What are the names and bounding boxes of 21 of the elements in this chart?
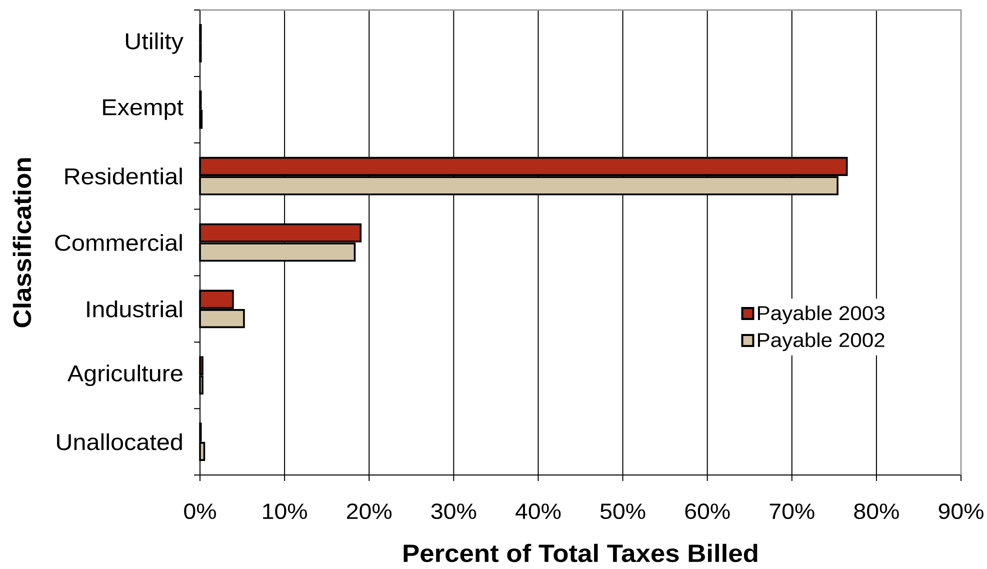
x-tick-label: 60% xyxy=(685,504,730,520)
x-tick-label: 10% xyxy=(263,504,307,520)
x-tick-label: 0% xyxy=(184,504,216,520)
x-tick-label: 80% xyxy=(854,504,899,520)
legend-label: Payable 2003 xyxy=(758,306,884,324)
y-tick-label: Residential xyxy=(65,168,182,184)
y-tick-label: Utility xyxy=(126,32,184,54)
x-tick-label: 20% xyxy=(347,504,392,520)
x-tick-label: 40% xyxy=(516,504,561,520)
y-tick-label: Industrial xyxy=(87,300,182,318)
y-tick-label: Commercial xyxy=(55,234,182,251)
x-tick-label: 70% xyxy=(770,504,814,520)
y-tick-label: Agriculture xyxy=(67,364,182,386)
y-tick-label: Exempt xyxy=(103,99,184,120)
legend-label: Payable 2002 xyxy=(758,332,884,352)
x-tick-label: 30% xyxy=(431,504,476,520)
x-tick-label: 50% xyxy=(600,504,646,520)
y-tick-label: Unallocated xyxy=(57,433,182,450)
x-axis-title: Percent of Total Taxes Billed xyxy=(404,544,758,562)
y-axis-title: Classification xyxy=(12,158,32,328)
x-tick-label: 90% xyxy=(938,504,984,520)
